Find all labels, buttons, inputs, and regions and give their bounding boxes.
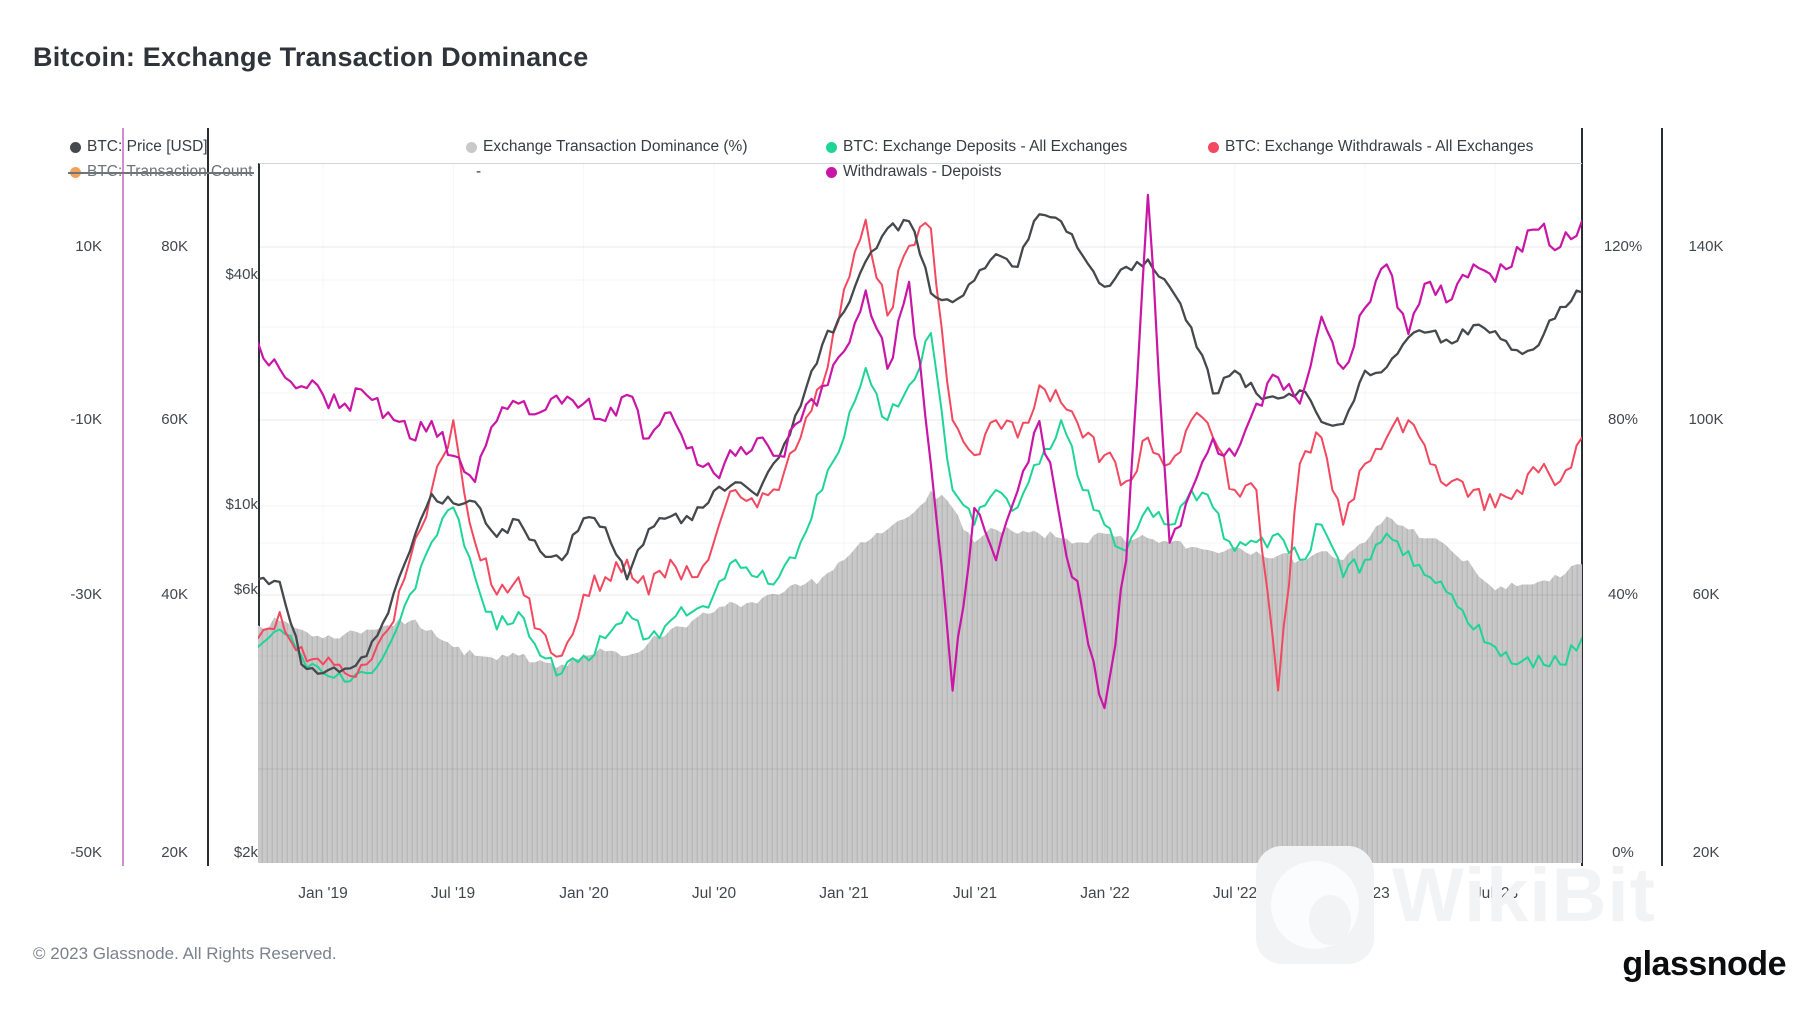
legend-item-placeholder[interactable]: - [466,163,481,181]
legend-item-btc-price[interactable]: BTC: Price [USD] [70,138,208,156]
y-axis-diff: 10K -10K -30K -50K [36,0,102,1013]
axis-tick: $2k [233,844,258,861]
legend-label: BTC: Exchange Deposits - All Exchanges [843,138,1128,155]
axis-tick: $10k [225,496,258,513]
count-axis-line [207,128,209,866]
y-axis-count-left: 80K 60K 40K 20K [116,0,188,1013]
withdrawals-minus-deposits-series-swatch [826,166,837,178]
dominance-series-swatch [466,141,477,153]
dominance-area [258,490,1582,863]
x-axis-label: Jan '22 [1080,885,1130,902]
x-axis-label: Jul '20 [691,885,737,902]
y-axis-percent: 120% 80% 40% 0% [1592,0,1654,1013]
withdrawals-line [258,218,1582,692]
axis-tick: 0% [1612,844,1634,861]
axis-tick: 80% [1607,411,1639,428]
axis-tick: 20K [161,844,188,861]
axis-tick: 60K [161,411,188,428]
axis-tick: 120% [1603,238,1643,255]
axis-tick: -50K [70,844,102,861]
x-axis-label: Jan '20 [559,885,609,902]
axis-tick: -30K [70,586,102,603]
axis-tick: $6k [233,581,258,598]
withdrawals-minus-deposits-line [258,193,1582,710]
axis-tick: -10K [70,411,102,428]
legend-label: BTC: Price [USD] [87,138,208,155]
legend-label: - [476,163,482,180]
chart-plot-area[interactable] [258,163,1582,863]
y-axis-count-right: 140K 100K 60K 20K [1670,0,1742,1013]
diff-axis-line [122,128,124,866]
page-title: Bitcoin: Exchange Transaction Dominance [33,42,589,72]
percent-axis-line [1581,128,1583,866]
legend-item-transaction-count[interactable]: BTC: Transaction Count [67,163,255,181]
axis-tick: 100K [1688,411,1724,428]
legend-label: BTC: Transaction Count [87,163,253,180]
legend-item-dominance[interactable]: Exchange Transaction Dominance (%) [466,138,748,156]
x-axis-label: Jan '21 [819,885,869,902]
legend-label: Withdrawals - Depoists [843,163,1002,180]
x-axis-label: Jan '23 [1340,885,1390,902]
glassnode-logo[interactable]: glassnode [1622,945,1786,983]
axis-tick: 80K [161,238,188,255]
axis-tick: 20K [1692,844,1720,861]
axis-tick: 40% [1607,586,1639,603]
axis-tick: 10K [75,238,102,255]
legend-item-deposits[interactable]: BTC: Exchange Deposits - All Exchanges [826,138,1127,156]
x-axis-label: Jul '22 [1212,885,1258,902]
x-axis-label: Jul '21 [952,885,998,902]
transaction-count-series-swatch [70,166,81,178]
price-series-swatch [70,141,81,153]
x-axis-label: Jul '23 [1473,885,1519,902]
price-line [258,213,1582,675]
legend-item-withdrawals-minus-deposits[interactable]: Withdrawals - Depoists [826,163,1002,181]
legend-item-withdrawals[interactable]: BTC: Exchange Withdrawals - All Exchange… [1208,138,1533,156]
legend-label: Exchange Transaction Dominance (%) [483,138,748,155]
copyright-text: © 2023 Glassnode. All Rights Reserved. [33,944,337,963]
axis-tick: 40K [161,586,188,603]
deposits-series-swatch [826,141,837,153]
withdrawals-series-swatch [1208,141,1219,153]
axis-tick: $40k [225,266,258,283]
axis-tick: 140K [1688,238,1724,255]
right-count-axis-line [1661,128,1663,866]
legend-label: BTC: Exchange Withdrawals - All Exchange… [1225,138,1534,155]
x-axis-label: Jan '19 [298,885,348,902]
y-axis-price: $40k $10k $6k $2k [192,0,258,1013]
axis-tick: 60K [1692,586,1720,603]
x-axis-label: Jul '19 [430,885,476,902]
